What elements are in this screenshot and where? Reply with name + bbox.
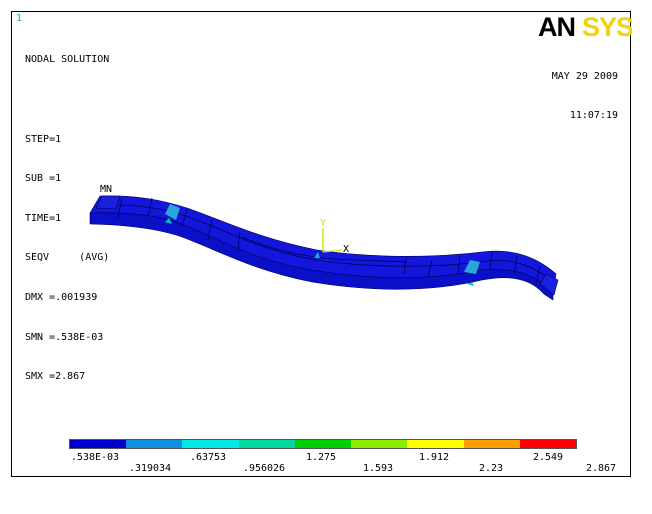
legend-tick-6: 1.593 [362,463,394,474]
info-line-dmx: DMX =.001939 [25,292,98,304]
window-number: 1 [16,13,23,24]
info-line-step: STEP=1 [25,133,62,145]
right-block [539,273,559,296]
axis-y-label: Y [320,218,326,229]
beam-top-face [89,195,557,292]
color-legend [69,439,577,449]
stress-patch-right-b [467,282,474,286]
ansys-logo: AN SYS [538,12,632,40]
legend-tick-10: 2.867 [585,463,617,474]
info-line-title: NODAL SOLUTION [25,54,110,66]
legend-band-8 [463,440,520,448]
legend-band-3 [182,440,239,448]
legend-tick-5: 1.275 [305,452,337,463]
legend-tick-7: 1.912 [418,452,450,463]
left-block [95,195,121,210]
stress-patch-left-b [165,218,172,224]
info-line-time: TIME=1 [25,212,62,224]
date-text: MAY 29 2009 [551,71,618,82]
legend-band-6 [351,440,408,448]
legend-tick-1: .538E-03 [70,452,120,463]
date-stamp: MAY 29 2009 11:07:19 [552,44,618,148]
legend-band-5 [294,440,352,448]
info-line-seqv: SEQV (AVG) [25,252,110,264]
legend-tick-3: .63753 [189,452,227,463]
stress-patch-center [314,252,320,258]
legend-tick-4: .956026 [242,463,286,474]
legend-band-4 [238,440,295,448]
legend-band-1 [70,440,127,448]
beam-groove-2 [241,236,408,263]
info-line-sub: SUB =1 [25,173,62,185]
time-text: 11:07:19 [569,110,618,121]
legend-band-9 [519,440,576,448]
info-line-smn: SMN =.538E-03 [25,331,104,343]
axis-x-label: X [343,244,349,255]
logo-text-an: AN [538,12,575,40]
beam-model: Y X [89,195,559,301]
axis-x-line [322,249,343,253]
beam-groove [111,204,549,279]
graphics-window[interactable]: 1 NODAL SOLUTION STEP=1 SUB =1 TIME=1 SE… [11,11,632,477]
stress-patch-left [165,204,180,220]
legend-band-7 [407,440,464,448]
legend-tick-9: 2.549 [532,452,564,463]
min-marker-label: MN [100,184,113,195]
legend-band-2 [126,440,183,448]
solution-info: NODAL SOLUTION STEP=1 SUB =1 TIME=1 SEQV… [25,27,109,410]
segment-dividers [117,197,541,285]
logo-text-sys: SYS [582,12,632,40]
stress-patch-right [464,260,480,274]
info-line-smx: SMX =2.867 [25,371,86,383]
legend-tick-8: 2.23 [478,463,504,474]
legend-tick-2: .319034 [128,463,172,474]
